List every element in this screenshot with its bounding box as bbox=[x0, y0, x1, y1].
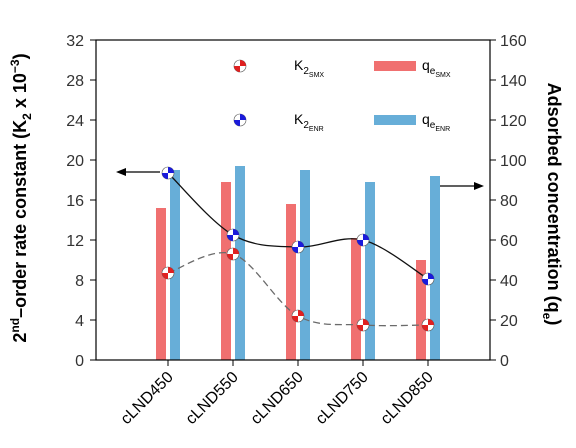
bar-q-e-smx-clnd750 bbox=[351, 238, 361, 360]
left-tick-label: 8 bbox=[75, 273, 84, 290]
right-arrow-head bbox=[474, 182, 484, 190]
right-tick-label: 140 bbox=[500, 73, 527, 90]
marker-k2-smx-clnd550 bbox=[226, 247, 240, 261]
right-tick-label: 0 bbox=[500, 353, 509, 370]
x-tick-label: cLND750 bbox=[313, 369, 372, 428]
legend-marker-k2-enr bbox=[233, 113, 247, 127]
marker-k2-enr-clnd750 bbox=[356, 233, 370, 247]
legend-label-q-e-smx: qeSMX bbox=[422, 57, 451, 79]
bar-q-e-enr-clnd850 bbox=[430, 176, 440, 360]
marker-k2-enr-clnd650 bbox=[291, 240, 305, 254]
x-tick-label: cLND850 bbox=[378, 369, 437, 428]
right-tick-label: 80 bbox=[500, 193, 518, 210]
bar-q-e-enr-clnd550 bbox=[235, 166, 245, 360]
left-tick-label: 0 bbox=[75, 353, 84, 370]
right-axis-title: Adsorbed concentration (qe) bbox=[540, 83, 564, 326]
left-tick-label: 4 bbox=[75, 313, 84, 330]
left-tick-label: 28 bbox=[66, 73, 84, 90]
right-tick-label: 120 bbox=[500, 113, 527, 130]
left-tick-label: 32 bbox=[66, 33, 84, 50]
right-tick-label: 40 bbox=[500, 273, 518, 290]
marker-k2-smx-clnd750 bbox=[356, 318, 370, 332]
line-k2-enr bbox=[167, 172, 429, 280]
bar-q-e-smx-clnd550 bbox=[221, 182, 231, 360]
right-tick-label: 60 bbox=[500, 233, 518, 250]
legend-swatch-q-e-enr bbox=[374, 115, 416, 125]
bar-q-e-smx-clnd650 bbox=[286, 204, 296, 360]
legend-label-k2-smx: K2SMX bbox=[294, 57, 324, 79]
marker-k2-smx-clnd450 bbox=[161, 266, 175, 280]
left-arrow-head bbox=[116, 168, 126, 176]
right-tick-label: 160 bbox=[500, 33, 527, 50]
plot-area: 0 4 8 12 16 20 24 28 32 0 20 40 60 80 100 120 140 160 cLND… bbox=[8, 33, 564, 428]
left-tick-label: 16 bbox=[66, 193, 84, 210]
bar-q-e-smx-clnd450 bbox=[156, 208, 166, 360]
bar-q-e-enr-clnd650 bbox=[300, 170, 310, 360]
legend-marker-k2-smx bbox=[233, 59, 247, 73]
marker-k2-smx-clnd850 bbox=[421, 318, 435, 332]
right-tick-label: 20 bbox=[500, 313, 518, 330]
marker-k2-enr-clnd450 bbox=[161, 166, 175, 180]
left-tick-label: 12 bbox=[66, 233, 84, 250]
bar-q-e-enr-clnd450 bbox=[170, 170, 180, 360]
right-tick-label: 100 bbox=[500, 153, 527, 170]
legend-label-q-e-enr: qeENR bbox=[422, 111, 450, 133]
x-tick-label: cLND650 bbox=[248, 369, 307, 428]
legend-swatch-q-e-smx bbox=[374, 61, 416, 71]
left-axis-title: 2nd–order rate constant (K2 x 10−3) bbox=[8, 53, 34, 342]
marker-k2-enr-clnd550 bbox=[226, 228, 240, 242]
bar-q-e-smx-clnd850 bbox=[416, 260, 426, 360]
x-tick-label: cLND450 bbox=[118, 369, 177, 428]
x-tick-label: cLND550 bbox=[183, 369, 242, 428]
marker-k2-smx-clnd650 bbox=[291, 309, 305, 323]
left-tick-label: 20 bbox=[66, 153, 84, 170]
bar-q-e-enr-clnd750 bbox=[365, 182, 375, 360]
marker-k2-enr-clnd850 bbox=[421, 272, 435, 286]
left-tick-label: 24 bbox=[66, 113, 84, 130]
legend-label-k2-enr: K2ENR bbox=[294, 111, 324, 133]
